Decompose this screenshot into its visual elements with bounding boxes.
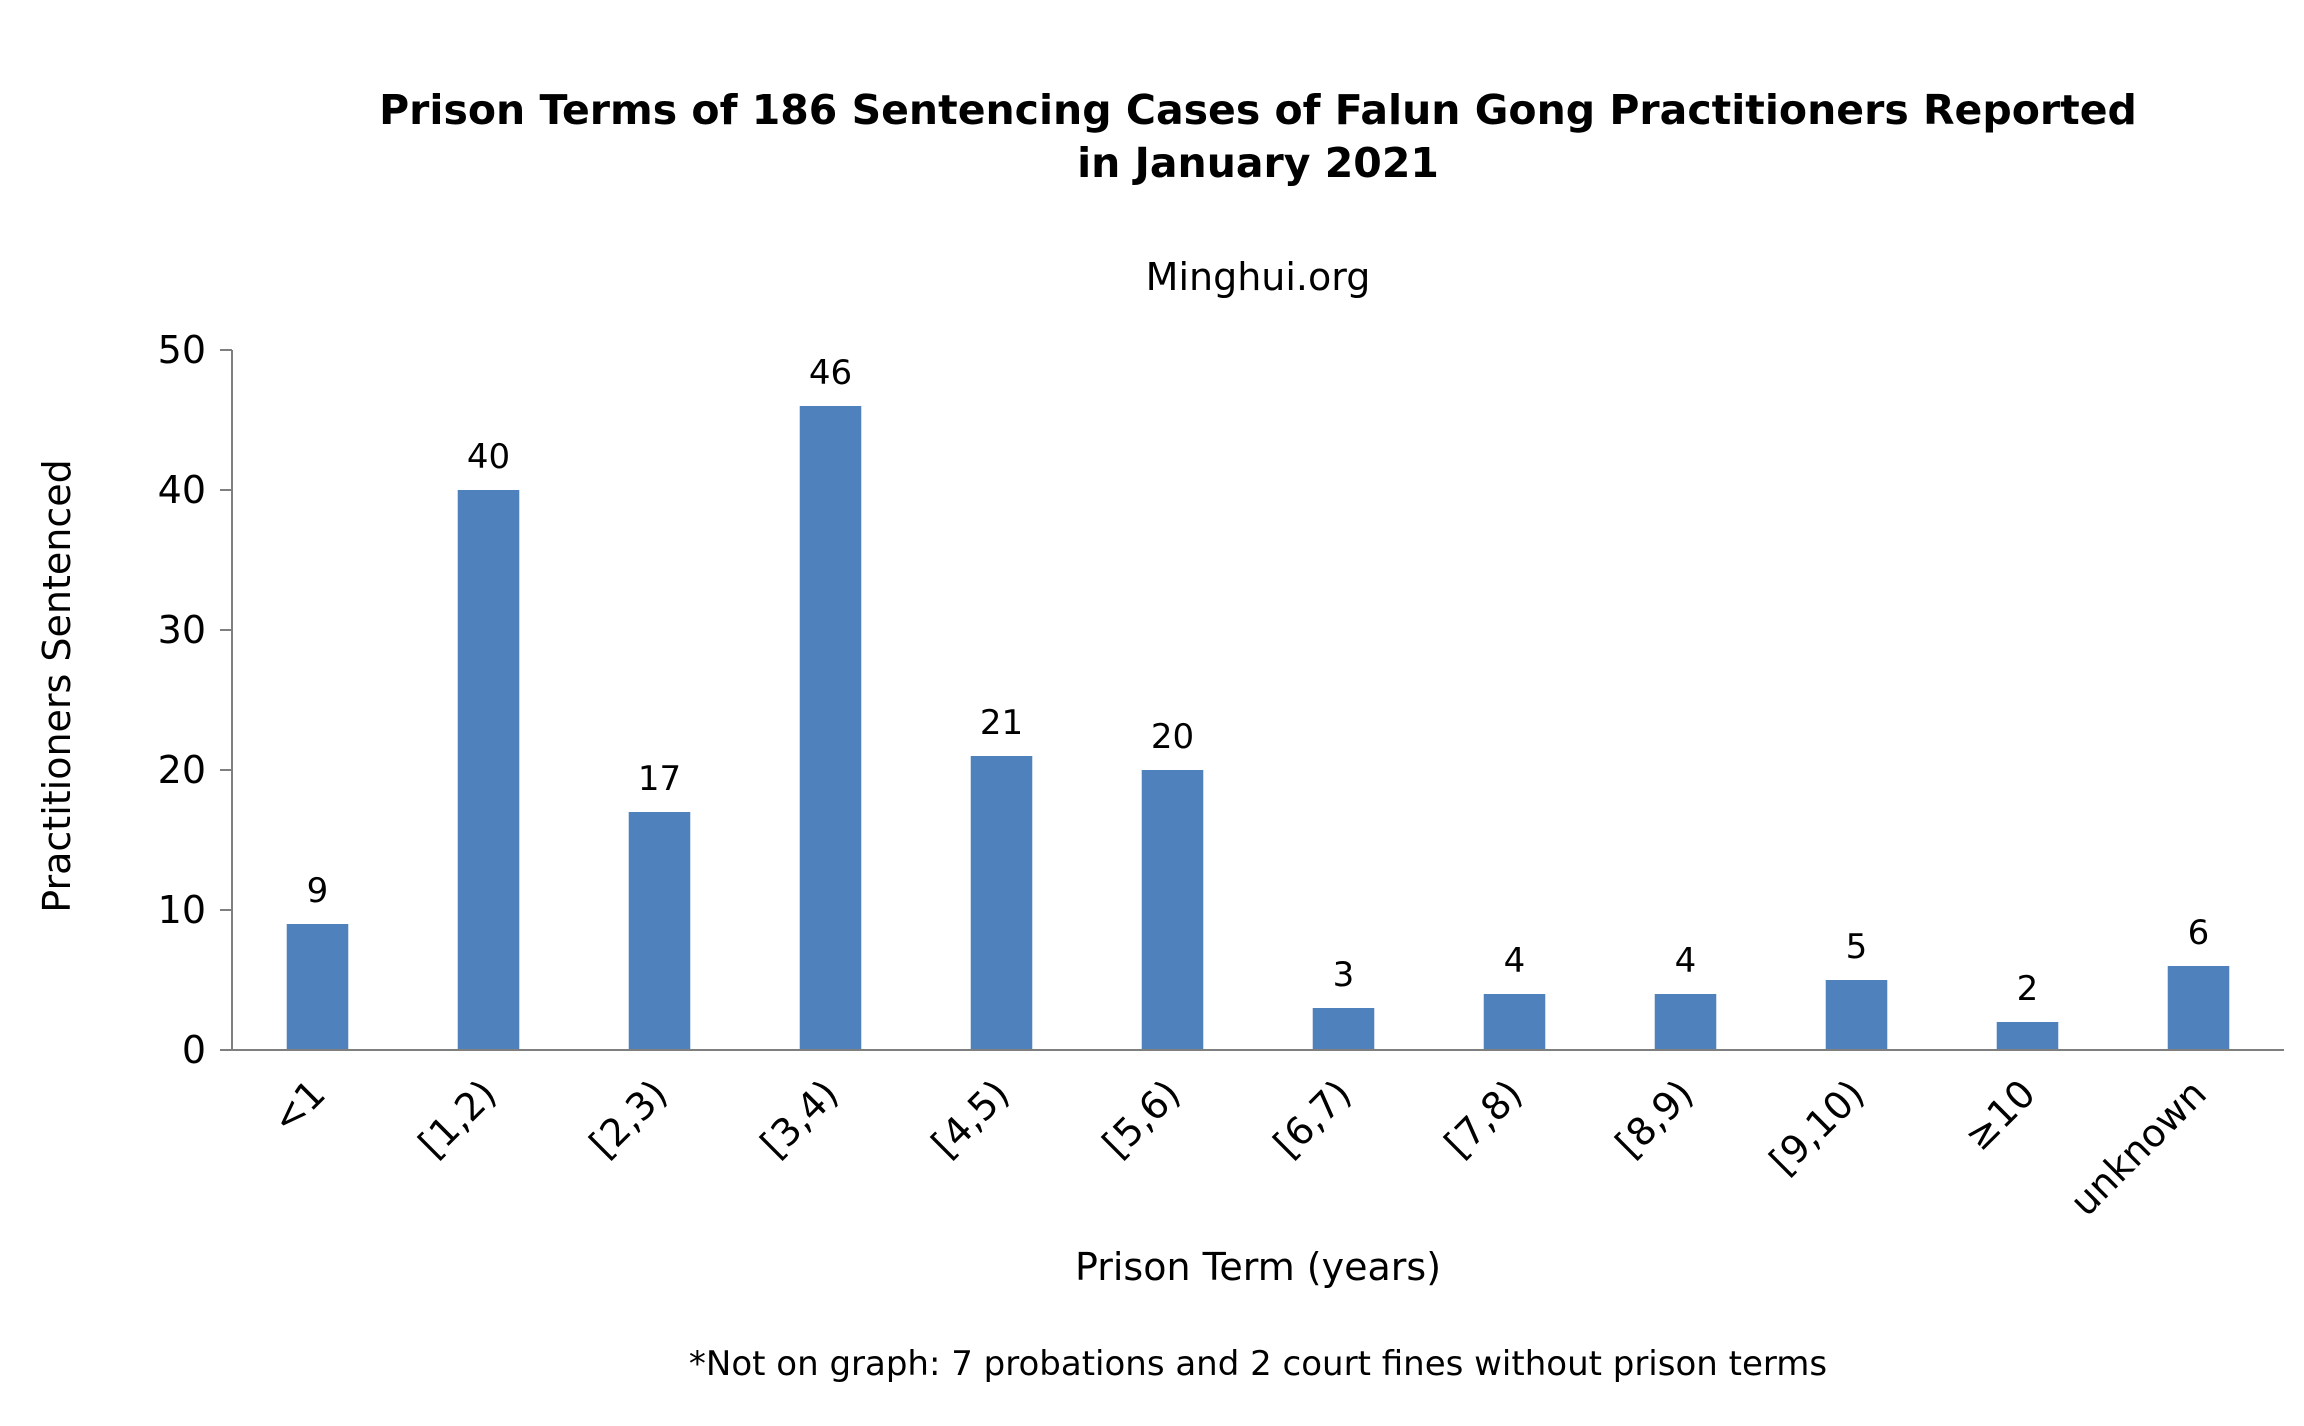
bar (2167, 966, 2230, 1050)
bar (1312, 1008, 1375, 1050)
bar (286, 924, 349, 1050)
data-label: 17 (638, 759, 681, 799)
bars (286, 406, 2230, 1050)
x-tick-label: [8,9) (1607, 1071, 1702, 1166)
x-tick-label: [4,5) (923, 1071, 1018, 1166)
y-tick-label: 30 (158, 608, 206, 652)
bar (970, 756, 1033, 1050)
bar (457, 490, 520, 1050)
x-tick-label: [7,8) (1436, 1071, 1531, 1166)
bar (1483, 994, 1546, 1050)
bar (1825, 980, 1888, 1050)
y-axis-label: Practitioners Sentenced (35, 459, 79, 913)
bar (1996, 1022, 2059, 1050)
bar (1654, 994, 1717, 1050)
data-label: 4 (1675, 941, 1697, 981)
chart-footnote: *Not on graph: 7 probations and 2 court … (689, 1344, 1827, 1384)
y-tick-label: 40 (158, 468, 206, 512)
data-label: 40 (467, 437, 510, 477)
x-tick-label: unknown (2062, 1071, 2215, 1224)
x-tick-label: [5,6) (1094, 1071, 1189, 1166)
y-tick-label: 50 (158, 328, 206, 372)
chart-title: Prison Terms of 186 Sentencing Cases of … (379, 86, 2137, 187)
bar (799, 406, 862, 1050)
x-axis-ticks: <1 [1,2) [2,3) [3,4) [4,5) [5,6) [6,7) [7,8) [8,… (263, 1071, 2215, 1224)
x-tick-label: <1 (263, 1071, 334, 1142)
x-tick-label: ≥10 (1956, 1071, 2044, 1159)
data-label: 20 (1151, 717, 1194, 757)
bar (1141, 770, 1204, 1050)
data-label: 46 (809, 353, 852, 393)
y-tick-label: 10 (158, 888, 206, 932)
data-label: 6 (2188, 913, 2210, 953)
data-label: 9 (307, 871, 329, 911)
y-axis-ticks: 0 10 20 30 40 50 (158, 328, 232, 1072)
y-tick-label: 0 (182, 1028, 206, 1072)
data-labels: 9 40 17 46 21 20 3 4 4 5 2 6 (307, 353, 2210, 1009)
x-axis-label: Prison Term (years) (1075, 1245, 1441, 1289)
x-tick-label: [6,7) (1265, 1071, 1360, 1166)
bar (628, 812, 691, 1050)
data-label: 5 (1846, 927, 1868, 967)
data-label: 3 (1333, 955, 1355, 995)
x-tick-label: [9,10) (1761, 1071, 1873, 1183)
x-tick-label: [3,4) (752, 1071, 847, 1166)
data-label: 2 (2017, 969, 2039, 1009)
chart-title-line-2: in January 2021 (1077, 139, 1439, 187)
y-tick-label: 20 (158, 748, 206, 792)
chart-subtitle: Minghui.org (1146, 255, 1371, 299)
data-label: 4 (1504, 941, 1526, 981)
x-tick-label: [1,2) (410, 1071, 505, 1166)
chart-title-line-1: Prison Terms of 186 Sentencing Cases of … (379, 86, 2137, 134)
x-tick-label: [2,3) (581, 1071, 676, 1166)
data-label: 21 (980, 703, 1023, 743)
